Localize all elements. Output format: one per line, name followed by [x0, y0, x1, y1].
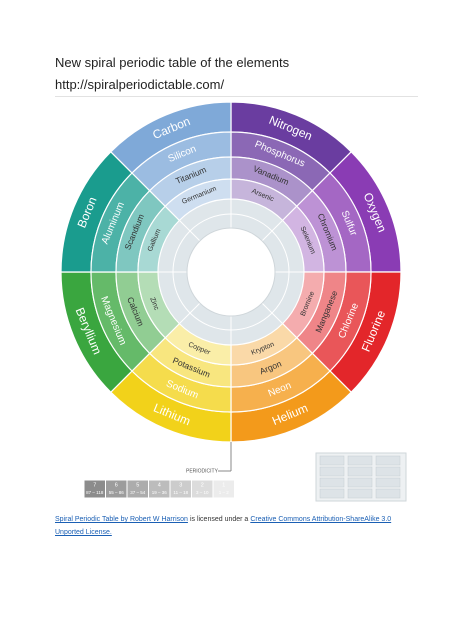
period-number: 4 — [158, 482, 161, 488]
period-number: 3 — [179, 482, 182, 488]
element-grid — [315, 452, 407, 502]
grid-cell — [347, 488, 373, 499]
period-range: 19 – 36 — [152, 490, 168, 495]
grid-cell — [319, 477, 345, 488]
grid-cell — [319, 455, 345, 466]
inner-divider — [261, 302, 283, 324]
grid-cell — [347, 455, 373, 466]
grid-cell — [375, 488, 401, 499]
period-range: 55 – 86 — [109, 490, 125, 495]
license-text: is licensed under a — [189, 516, 249, 523]
center-hole — [186, 227, 276, 317]
period-range: 11 – 18 — [173, 490, 188, 495]
page-title: New spiral periodic table of the element… — [55, 55, 290, 70]
grid-cell — [319, 488, 345, 499]
period-box — [212, 479, 235, 499]
inner-divider — [261, 220, 283, 242]
periodicity-label: PERIODICITY — [186, 468, 219, 474]
grid-cell — [375, 455, 401, 466]
period-range: 87 – 118 — [86, 490, 104, 495]
grid-cell — [347, 466, 373, 477]
period-number: 2 — [201, 482, 204, 488]
period-number: 7 — [93, 482, 96, 488]
period-range: 37 – 54 — [130, 490, 146, 495]
grid-cell — [375, 466, 401, 477]
period-number: 6 — [115, 482, 118, 488]
ring-segment — [164, 178, 232, 222]
inner-divider — [179, 302, 201, 324]
page-url: http://spiralperiodictable.com/ — [55, 77, 225, 92]
grid-cell — [375, 477, 401, 488]
grid-cell — [319, 466, 345, 477]
grid-cell — [347, 477, 373, 488]
period-number: 1 — [222, 482, 225, 488]
period-number: 5 — [136, 482, 139, 488]
separator — [55, 96, 418, 97]
license-note: Spiral Periodic Table by Robert W Harris… — [55, 513, 415, 539]
period-range: 1 – 2 — [219, 490, 230, 495]
license-link[interactable]: Creative Commons Attribution-ShareAlike … — [55, 516, 392, 536]
element-name: Zinc — [148, 296, 160, 311]
inner-divider — [179, 220, 201, 242]
period-range: 3 – 10 — [196, 490, 209, 495]
inner-ring — [172, 213, 290, 331]
attribution-link[interactable]: Spiral Periodic Table by Robert W Harris… — [55, 516, 188, 523]
